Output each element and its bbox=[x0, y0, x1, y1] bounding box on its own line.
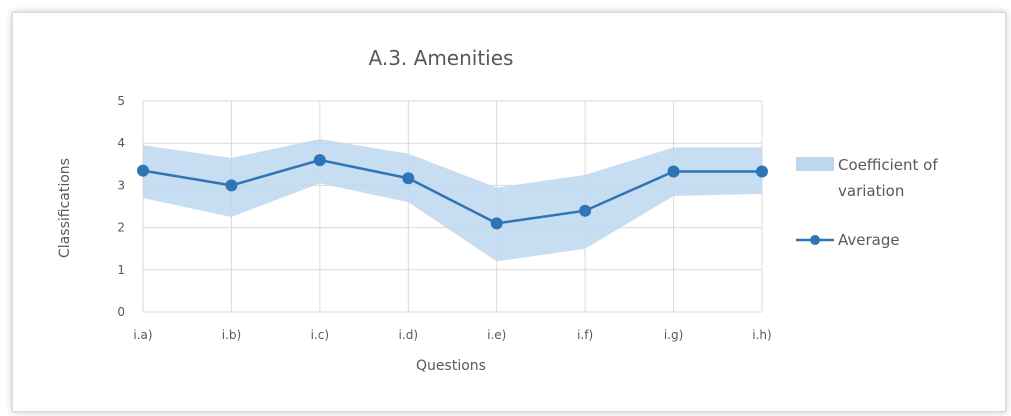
y-axis-ticks: 0 1 2 3 4 5 bbox=[117, 94, 125, 319]
y-tick-label: 3 bbox=[117, 178, 125, 192]
y-tick-label: 2 bbox=[117, 221, 125, 235]
data-point bbox=[490, 217, 503, 230]
data-point bbox=[756, 165, 768, 178]
data-point bbox=[667, 165, 680, 178]
legend-band-label-line2: variation bbox=[838, 182, 904, 200]
data-point bbox=[579, 204, 592, 217]
x-tick-label: i.d) bbox=[399, 328, 418, 342]
x-axis-label: Questions bbox=[416, 358, 486, 374]
average-line bbox=[142, 158, 762, 225]
line-layer bbox=[137, 154, 768, 230]
x-tick-label: i.c) bbox=[311, 328, 329, 342]
legend: Coefficient of variation Average bbox=[796, 156, 938, 249]
grid bbox=[142, 100, 763, 313]
x-tick-label: i.f) bbox=[577, 328, 593, 342]
x-tick-label: i.e) bbox=[487, 328, 506, 342]
y-tick-label: 1 bbox=[117, 263, 125, 277]
y-tick-label: 4 bbox=[117, 136, 125, 150]
legend-line-marker bbox=[810, 235, 820, 245]
x-tick-label: i.b) bbox=[222, 328, 241, 342]
y-axis-label: Classifications bbox=[57, 158, 73, 258]
data-point bbox=[225, 179, 238, 192]
y-tick-label: 5 bbox=[117, 94, 125, 108]
legend-band-label-line1: Coefficient of bbox=[838, 156, 938, 174]
x-tick-label: i.h) bbox=[752, 328, 771, 342]
x-tick-label: i.g) bbox=[664, 328, 683, 342]
chart-title: A.3. Amenities bbox=[369, 46, 514, 70]
y-tick-label: 0 bbox=[117, 305, 125, 319]
legend-band-swatch bbox=[796, 157, 834, 171]
x-tick-label: i.a) bbox=[133, 328, 152, 342]
data-point bbox=[137, 164, 149, 177]
legend-line-label: Average bbox=[838, 231, 900, 249]
x-axis-ticks: i.a) i.b) i.c) i.d) i.e) i.f) i.g) i.h) bbox=[133, 328, 771, 342]
data-point bbox=[313, 154, 326, 167]
data-point bbox=[402, 172, 415, 185]
